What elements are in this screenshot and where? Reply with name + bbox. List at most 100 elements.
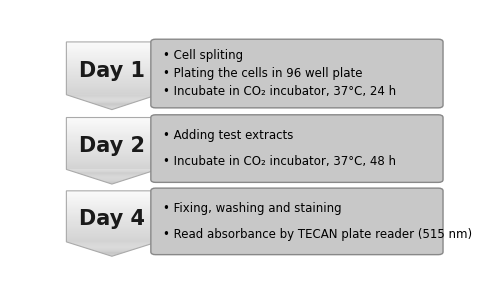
Polygon shape: [66, 45, 158, 47]
Polygon shape: [66, 139, 158, 140]
Polygon shape: [66, 50, 158, 51]
Polygon shape: [66, 147, 158, 149]
Polygon shape: [66, 230, 158, 231]
Text: • Incubate in CO₂ incubator, 37°C, 24 h: • Incubate in CO₂ incubator, 37°C, 24 h: [163, 85, 396, 98]
Polygon shape: [66, 155, 158, 156]
Polygon shape: [84, 175, 140, 176]
Polygon shape: [66, 44, 158, 45]
Polygon shape: [66, 131, 158, 132]
Polygon shape: [66, 60, 158, 61]
Polygon shape: [66, 197, 158, 198]
Polygon shape: [66, 85, 158, 86]
Polygon shape: [66, 222, 158, 224]
Polygon shape: [66, 217, 158, 218]
Polygon shape: [66, 194, 158, 195]
Polygon shape: [66, 168, 158, 170]
Polygon shape: [66, 121, 158, 122]
Polygon shape: [66, 130, 158, 131]
Polygon shape: [66, 135, 158, 136]
Polygon shape: [66, 51, 158, 52]
Polygon shape: [66, 55, 158, 57]
Polygon shape: [66, 229, 158, 230]
Polygon shape: [66, 213, 158, 214]
Polygon shape: [66, 75, 158, 76]
Polygon shape: [66, 224, 158, 225]
Polygon shape: [108, 255, 116, 256]
Polygon shape: [78, 173, 146, 174]
Polygon shape: [66, 192, 158, 193]
Polygon shape: [84, 100, 140, 102]
Polygon shape: [66, 157, 158, 159]
Polygon shape: [66, 151, 158, 152]
Polygon shape: [105, 254, 119, 255]
Polygon shape: [66, 156, 158, 157]
Polygon shape: [102, 181, 122, 182]
Polygon shape: [94, 251, 129, 252]
Polygon shape: [78, 98, 146, 99]
Polygon shape: [66, 136, 158, 137]
Polygon shape: [66, 123, 158, 124]
Polygon shape: [98, 105, 126, 106]
Polygon shape: [66, 161, 158, 162]
Polygon shape: [66, 78, 158, 79]
Polygon shape: [66, 66, 158, 67]
Polygon shape: [102, 253, 122, 254]
Polygon shape: [66, 196, 158, 197]
Polygon shape: [66, 69, 158, 70]
Polygon shape: [66, 191, 158, 192]
Polygon shape: [66, 203, 158, 204]
Polygon shape: [66, 137, 158, 139]
Polygon shape: [66, 42, 158, 43]
Polygon shape: [94, 178, 129, 180]
Text: • Incubate in CO₂ incubator, 37°C, 48 h: • Incubate in CO₂ incubator, 37°C, 48 h: [163, 155, 396, 168]
Polygon shape: [66, 125, 158, 126]
Polygon shape: [66, 215, 158, 216]
Polygon shape: [66, 62, 158, 63]
Polygon shape: [108, 108, 116, 110]
Polygon shape: [66, 240, 158, 241]
Polygon shape: [66, 47, 158, 49]
Polygon shape: [66, 219, 158, 220]
Polygon shape: [66, 206, 158, 207]
Polygon shape: [66, 202, 158, 203]
Text: • Cell spliting: • Cell spliting: [163, 49, 244, 62]
Polygon shape: [88, 249, 136, 250]
Polygon shape: [66, 54, 158, 55]
Polygon shape: [66, 162, 158, 163]
FancyBboxPatch shape: [151, 115, 443, 182]
Polygon shape: [66, 88, 158, 89]
Polygon shape: [66, 68, 158, 69]
Polygon shape: [66, 53, 158, 54]
Text: Day 4: Day 4: [79, 209, 145, 229]
Polygon shape: [105, 107, 119, 108]
Polygon shape: [88, 176, 136, 177]
Polygon shape: [66, 81, 158, 83]
Polygon shape: [66, 49, 158, 50]
Polygon shape: [66, 140, 158, 141]
Polygon shape: [91, 250, 132, 251]
Polygon shape: [66, 43, 158, 44]
Polygon shape: [66, 70, 158, 71]
Polygon shape: [66, 129, 158, 130]
Text: • Fixing, washing and staining: • Fixing, washing and staining: [163, 202, 342, 215]
Polygon shape: [66, 239, 158, 240]
Polygon shape: [66, 145, 158, 146]
Polygon shape: [66, 233, 158, 234]
Polygon shape: [66, 210, 158, 212]
Polygon shape: [66, 93, 158, 94]
Polygon shape: [66, 209, 158, 210]
Polygon shape: [66, 91, 158, 92]
Polygon shape: [66, 160, 158, 161]
Polygon shape: [66, 205, 158, 206]
Polygon shape: [66, 232, 158, 233]
Polygon shape: [66, 152, 158, 153]
Polygon shape: [66, 201, 158, 202]
Polygon shape: [74, 172, 150, 173]
Polygon shape: [66, 57, 158, 58]
Polygon shape: [70, 243, 154, 244]
Polygon shape: [66, 153, 158, 154]
Polygon shape: [66, 79, 158, 80]
Polygon shape: [66, 84, 158, 85]
Polygon shape: [102, 106, 122, 107]
Polygon shape: [66, 218, 158, 219]
